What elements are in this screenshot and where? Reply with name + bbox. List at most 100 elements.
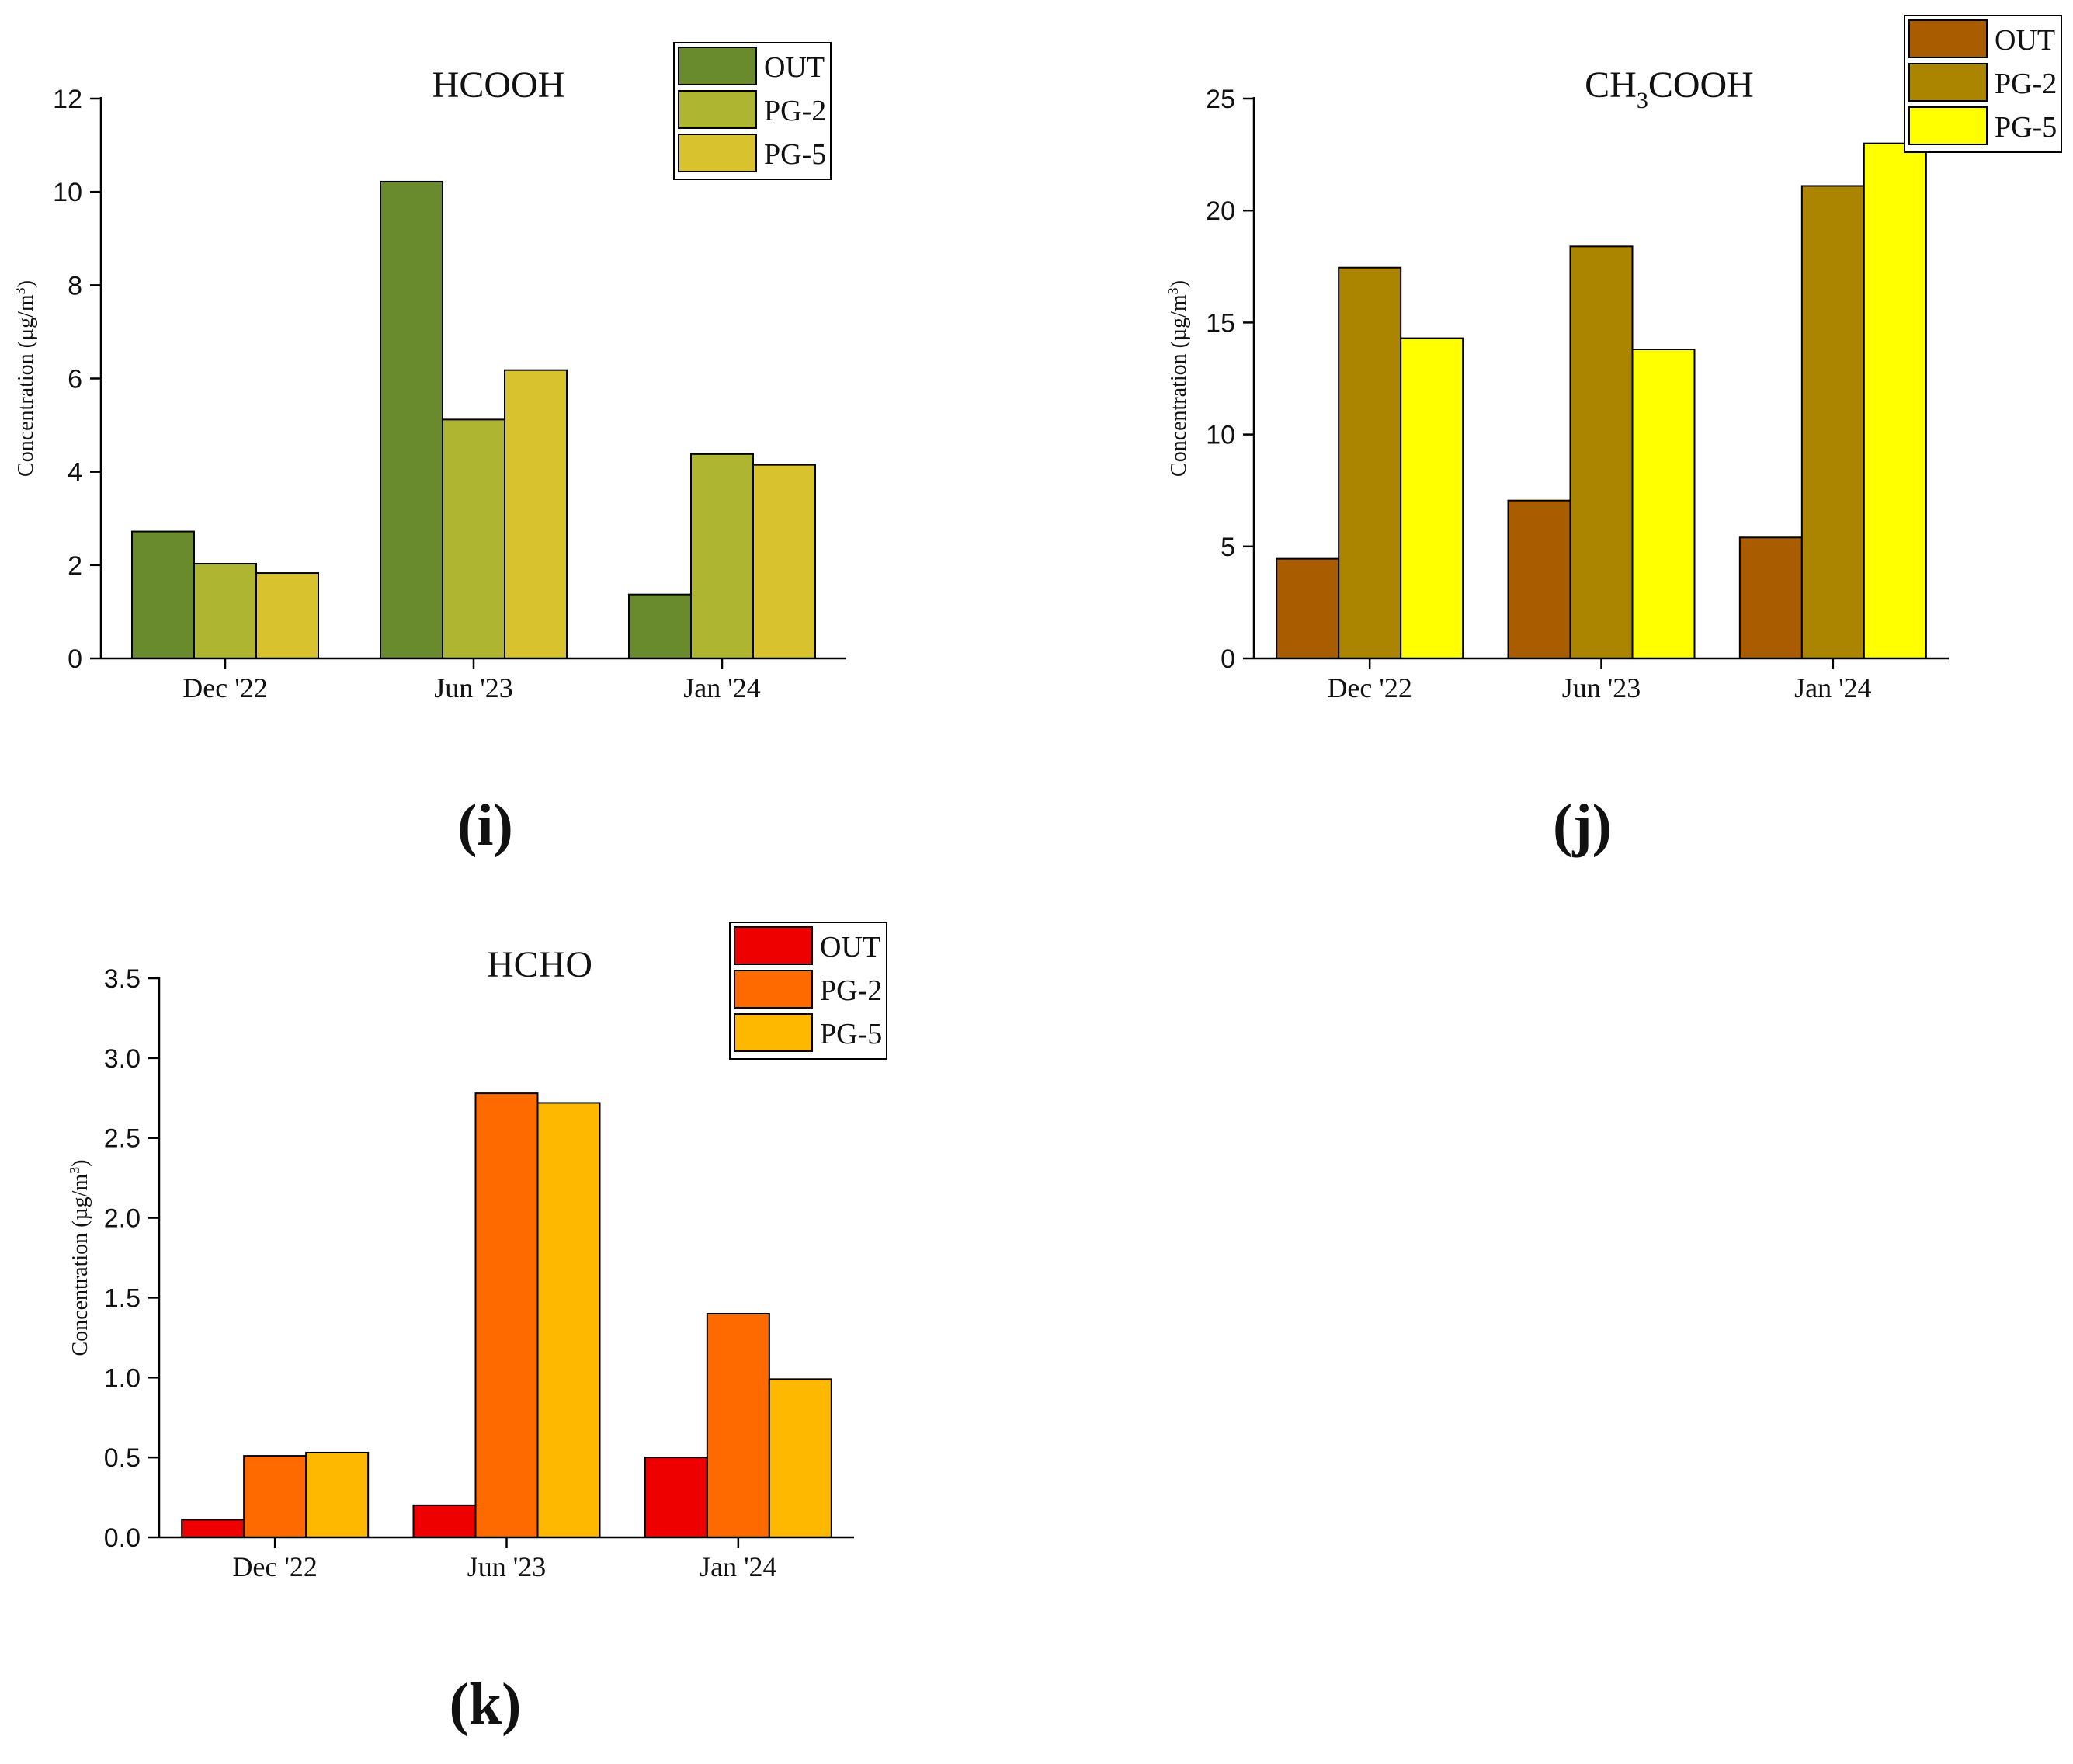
bar-out-3	[644, 1457, 708, 1538]
legend-swatch-out	[678, 47, 757, 85]
y-tick-label: 6	[68, 365, 82, 394]
bar-out-2	[380, 180, 443, 660]
y-axis-label-superscript: 3	[1165, 287, 1181, 294]
bar-pg-2-2	[442, 418, 505, 660]
bar-pg-2-2	[1569, 245, 1634, 659]
bar-out-2	[1507, 499, 1571, 659]
y-axis-label: Concentration (µg/m3)	[67, 1160, 92, 1356]
legend-label-pg-5: PG-5	[1995, 111, 2057, 144]
legend-label-pg-2: PG-2	[820, 974, 882, 1007]
chart-title-rest: COOH	[1648, 64, 1754, 106]
legend-label-pg-5: PG-5	[820, 1018, 882, 1050]
x-tick-label: Jan '24	[1794, 672, 1871, 703]
legend-label-out: OUT	[820, 931, 880, 964]
panel-label: (i)	[457, 793, 513, 858]
legend-swatch-out	[1908, 19, 1988, 58]
bar-out-3	[1738, 536, 1803, 659]
y-tick-label: 2.0	[104, 1204, 141, 1234]
bar-out-1	[131, 530, 195, 659]
chart-title-main: HCHO	[487, 944, 592, 985]
y-tick-label: 0	[1221, 644, 1235, 674]
legend-swatch-pg-5	[1908, 106, 1988, 145]
bar-out-1	[181, 1519, 245, 1539]
legend-swatch-pg-5	[734, 1013, 813, 1052]
y-tick-label: 3.0	[104, 1044, 141, 1074]
y-axis-label-superscript: 3	[12, 287, 28, 294]
legend-swatch-out	[734, 926, 813, 965]
x-tick-label: Dec '22	[182, 672, 267, 703]
legend-label-out: OUT	[1995, 24, 2055, 57]
y-tick-label: 0.0	[104, 1523, 141, 1553]
y-tick-label: 1.5	[104, 1283, 141, 1313]
bar-pg-2-2	[474, 1092, 539, 1538]
legend: OUT PG-2 PG-5	[673, 42, 832, 180]
bar-pg-5-3	[1863, 142, 1927, 659]
bar-pg-2-1	[193, 563, 257, 659]
y-tick-label: 20	[1206, 196, 1235, 226]
x-tick-label: Jun '23	[434, 672, 513, 703]
chart-1: HCOOH Concentration (µg/m3) 0 2 4 6 8 10 12 Dec '…	[12, 42, 846, 858]
legend-label-out: OUT	[764, 51, 825, 84]
y-tick-label: 8	[68, 271, 82, 300]
chart-title-main: CH	[1585, 64, 1637, 106]
panel-label: (j)	[1553, 793, 1612, 858]
bar-pg-2-1	[1338, 266, 1402, 659]
y-axis-label-text: Concentration (µg/m	[14, 294, 38, 477]
legend: OUT PG-2 PG-5	[1904, 15, 2062, 153]
legend-label-pg-5: PG-5	[764, 138, 826, 171]
y-tick-label: 2.5	[104, 1124, 141, 1154]
y-axis-label-text: Concentration (µg/m	[68, 1174, 92, 1356]
legend-swatch-pg-2	[1908, 63, 1988, 102]
bar-pg-2-3	[690, 453, 754, 660]
y-tick-label: 0	[68, 644, 82, 674]
legend-label-pg-2: PG-2	[764, 95, 826, 127]
bar-out-2	[412, 1504, 477, 1539]
y-axis-label: Concentration (µg/m3)	[1165, 280, 1191, 477]
y-tick-label: 3.5	[104, 964, 141, 994]
y-tick-label: 2	[68, 551, 82, 581]
x-tick-label: Jan '24	[700, 1551, 776, 1582]
bar-pg-2-3	[1800, 185, 1865, 659]
bar-pg-5-2	[504, 369, 568, 659]
bar-pg-2-3	[706, 1313, 770, 1538]
bar-out-3	[628, 593, 692, 660]
bar-pg-2-1	[243, 1455, 307, 1538]
y-axis-label-close: )	[68, 1160, 92, 1167]
bar-pg-5-2	[1631, 349, 1696, 659]
x-tick-label: Jan '24	[683, 672, 760, 703]
bar-pg-5-1	[1400, 337, 1464, 659]
y-tick-label: 12	[53, 85, 82, 114]
bar-pg-5-1	[305, 1451, 370, 1539]
chart-title-subscript: 3	[1637, 88, 1648, 113]
x-tick-label: Dec '22	[232, 1551, 317, 1582]
y-tick-label: 4	[68, 458, 82, 488]
y-axis-label-text: Concentration (µg/m	[1167, 294, 1191, 477]
y-tick-label: 5	[1221, 533, 1235, 562]
legend-label-pg-2: PG-2	[1995, 68, 2057, 100]
chart-title-main: HCOOH	[432, 64, 565, 106]
bar-pg-5-3	[752, 464, 816, 660]
legend-swatch-pg-2	[678, 90, 757, 129]
y-tick-label: 15	[1206, 308, 1235, 338]
legend-swatch-pg-2	[734, 970, 813, 1009]
legend-swatch-pg-5	[678, 134, 757, 172]
bar-pg-5-2	[536, 1102, 601, 1538]
panel-label: (k)	[450, 1672, 522, 1737]
bar-out-1	[1276, 557, 1340, 659]
chart-title: HCOOH	[432, 64, 565, 106]
bar-pg-5-1	[255, 572, 319, 659]
x-tick-label: Jun '23	[467, 1551, 547, 1582]
y-tick-label: 0.5	[104, 1443, 141, 1473]
legend: OUT PG-2 PG-5	[729, 922, 887, 1060]
y-axis-label-close: )	[1167, 280, 1191, 287]
x-tick-label: Jun '23	[1562, 672, 1641, 703]
y-axis-label-close: )	[14, 280, 38, 287]
y-tick-label: 25	[1206, 85, 1235, 114]
y-tick-label: 1.0	[104, 1363, 141, 1393]
x-tick-label: Dec '22	[1327, 672, 1412, 703]
y-axis-label: Concentration (µg/m3)	[12, 280, 38, 477]
chart-title: CH3COOH	[1585, 64, 1754, 113]
bar-pg-5-3	[768, 1378, 832, 1539]
